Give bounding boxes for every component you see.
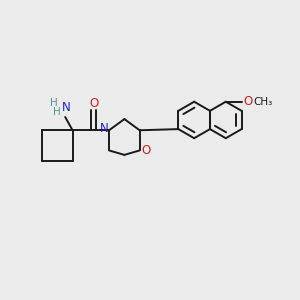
Text: H: H <box>50 98 58 108</box>
Text: O: O <box>142 144 151 157</box>
Text: H: H <box>53 107 61 117</box>
Text: O: O <box>243 95 253 108</box>
Text: N: N <box>62 101 70 114</box>
Text: CH₃: CH₃ <box>254 97 273 107</box>
Text: O: O <box>89 97 98 110</box>
Text: N: N <box>99 122 108 135</box>
